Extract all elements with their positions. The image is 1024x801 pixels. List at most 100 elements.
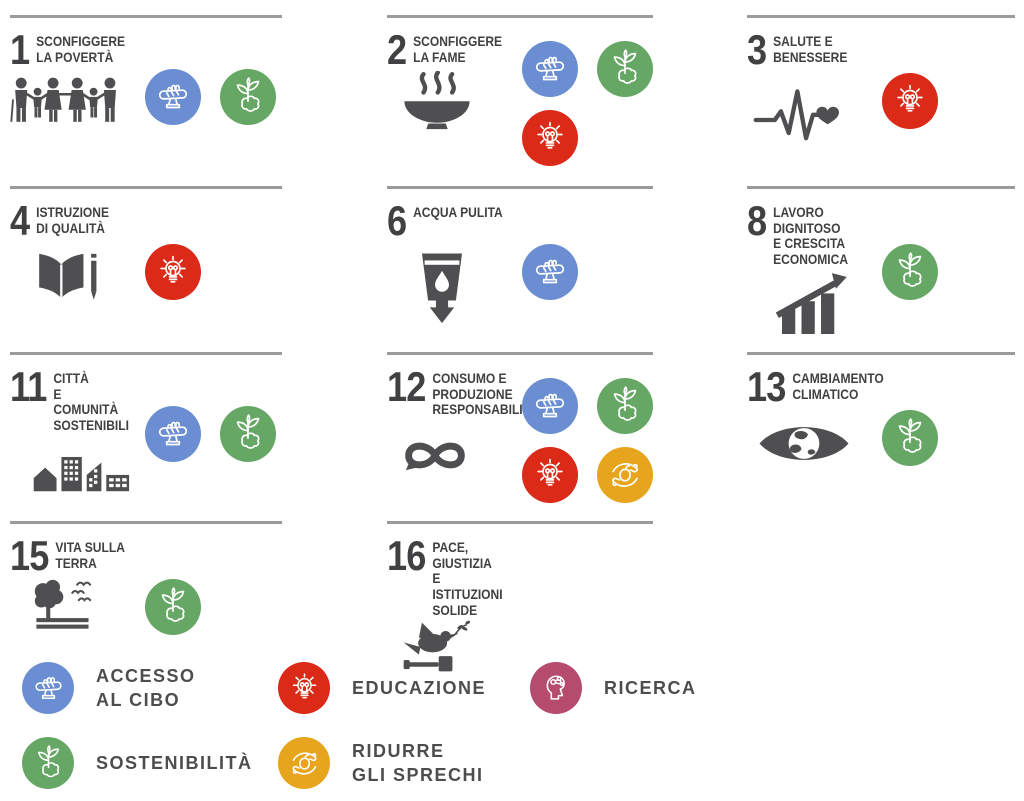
educazione-badge bbox=[882, 73, 938, 129]
goal-number: 16 bbox=[387, 532, 426, 579]
ricerca-badge bbox=[530, 662, 582, 714]
lightbulb-icon bbox=[152, 251, 194, 293]
goal-header: 11 CITTÀ E COMUNITÀ SOSTENIBILI bbox=[10, 363, 129, 434]
accesso-badge bbox=[145, 69, 201, 125]
goal-header: 8 LAVORO DIGNITOSO E CRESCITA ECONOMICA bbox=[747, 200, 863, 268]
goal-number: 15 bbox=[10, 532, 49, 579]
goal-number: 11 bbox=[10, 363, 47, 410]
badge-group bbox=[522, 378, 655, 503]
goal-header: 12 CONSUMO E PRODUZIONE RESPONSABILI bbox=[387, 363, 523, 418]
goal-title: SCONFIGGERE LA FAME bbox=[413, 33, 503, 65]
sprout-icon bbox=[29, 744, 68, 783]
goal-card-13: 13 CAMBIAMENTO CLIMATICO bbox=[747, 352, 1015, 471]
open-book-icon bbox=[30, 246, 145, 306]
educazione-badge bbox=[522, 447, 578, 503]
sostenibilita-badge bbox=[220, 406, 276, 462]
goal-card-12: 12 CONSUMO E PRODUZIONE RESPONSABILI bbox=[387, 352, 653, 503]
growth-chart-icon bbox=[771, 270, 882, 334]
legend-badge-slot bbox=[530, 662, 582, 714]
goal-card-1: 1 SCONFIGGERE LA POVERTÀ bbox=[10, 15, 282, 129]
goal-title: LAVORO DIGNITOSO E CRESCITA ECONOMICA bbox=[773, 204, 849, 268]
sostenibilita-badge bbox=[22, 737, 74, 789]
goal-card-3: 3 SALUTE E BENESSERE bbox=[747, 15, 1015, 146]
water-glass-icon bbox=[415, 250, 522, 337]
goal-number: 2 bbox=[387, 26, 407, 73]
goal-title: SALUTE E BENESSERE bbox=[773, 33, 848, 65]
goal-number: 4 bbox=[10, 197, 30, 244]
bread-hand-icon bbox=[152, 76, 194, 118]
badge-group bbox=[145, 69, 278, 129]
goal-header: 3 SALUTE E BENESSERE bbox=[747, 26, 863, 73]
legend-item-sostenibilita: SOSTENIBILITÀ bbox=[22, 737, 253, 789]
goal-number: 12 bbox=[387, 363, 426, 410]
goal-title: ACQUA PULITA bbox=[413, 204, 503, 220]
bread-hand-icon bbox=[29, 669, 68, 708]
legend-badge-slot bbox=[22, 737, 74, 789]
accesso-badge bbox=[522, 244, 578, 300]
sostenibilita-badge bbox=[597, 41, 653, 97]
sostenibilita-badge bbox=[882, 244, 938, 300]
educazione-badge bbox=[145, 244, 201, 300]
sostenibilita-badge bbox=[220, 69, 276, 125]
goal-title: VITA SULLA TERRA bbox=[55, 539, 125, 571]
legend-item-ridurre-gli-sprechi: RIDURRE GLI SPRECHI bbox=[278, 737, 484, 789]
sostenibilita-badge bbox=[597, 378, 653, 434]
goal-title: ISTRUZIONE DI QUALITÀ bbox=[36, 204, 110, 236]
hands-fruit-icon bbox=[285, 744, 324, 783]
badge-group bbox=[145, 406, 278, 493]
legend-label: EDUCAZIONE bbox=[352, 677, 487, 698]
goal-card-6: 6 ACQUA PULITA bbox=[387, 186, 653, 337]
lightbulb-icon bbox=[529, 117, 571, 159]
lightbulb-icon bbox=[529, 454, 571, 496]
sprout-icon bbox=[152, 586, 194, 628]
goal-card-15: 15 VITA SULLA TERRA bbox=[10, 521, 282, 636]
bread-hand-icon bbox=[529, 251, 571, 293]
legend-item-accesso-al-cibo: ACCESSO AL CIBO bbox=[22, 662, 196, 714]
heartbeat-icon bbox=[753, 81, 882, 146]
bread-hand-icon bbox=[152, 413, 194, 455]
goal-card-11: 11 CITTÀ E COMUNITÀ SOSTENIBILI bbox=[10, 352, 282, 493]
badge-group bbox=[882, 73, 1015, 146]
goal-title: CITTÀ E COMUNITÀ SOSTENIBILI bbox=[53, 370, 129, 434]
hands-fruit-icon bbox=[604, 454, 646, 496]
goal-header: 2 SCONFIGGERE LA FAME bbox=[387, 26, 503, 73]
accesso-badge bbox=[522, 378, 578, 434]
legend-item-ricerca: RICERCA bbox=[530, 662, 697, 714]
sostenibilita-badge bbox=[145, 579, 201, 635]
badge-group bbox=[145, 579, 278, 636]
goal-number: 6 bbox=[387, 197, 407, 244]
goal-number: 13 bbox=[747, 363, 786, 410]
dove-gavel-icon bbox=[399, 618, 522, 679]
educazione-badge bbox=[522, 110, 578, 166]
goal-title: PACE, GIUSTIZIA E ISTITUZIONI SOLIDE bbox=[432, 539, 503, 618]
infinity-icon bbox=[393, 434, 522, 477]
goal-header: 16 PACE, GIUSTIZIA E ISTITUZIONI SOLIDE bbox=[387, 532, 503, 618]
lightbulb-icon bbox=[889, 80, 931, 122]
goal-header: 4 ISTRUZIONE DI QUALITÀ bbox=[10, 197, 126, 244]
lightbulb-icon bbox=[285, 669, 324, 708]
goal-title: CAMBIAMENTO CLIMATICO bbox=[792, 370, 884, 402]
goal-number: 3 bbox=[747, 26, 767, 73]
soup-bowl-icon bbox=[397, 70, 522, 141]
sprout-icon bbox=[889, 251, 931, 293]
head-research-icon bbox=[537, 669, 576, 708]
bread-hand-icon bbox=[529, 48, 571, 90]
legend-label: RIDURRE GLI SPRECHI bbox=[352, 740, 484, 785]
legend-label: RICERCA bbox=[604, 677, 697, 698]
goal-header: 6 ACQUA PULITA bbox=[387, 197, 503, 244]
city-icon bbox=[28, 434, 145, 493]
badge-group bbox=[522, 41, 655, 166]
legend-badge-slot bbox=[278, 737, 330, 789]
sprout-icon bbox=[889, 417, 931, 459]
goal-card-2: 2 SCONFIGGERE LA FAME bbox=[387, 15, 653, 166]
badge-group bbox=[145, 244, 278, 306]
legend-label: SOSTENIBILITÀ bbox=[96, 752, 253, 773]
badge-group bbox=[882, 244, 1015, 334]
eye-globe-icon bbox=[755, 416, 882, 471]
goal-card-4: 4 ISTRUZIONE DI QUALITÀ bbox=[10, 186, 282, 306]
accesso-badge bbox=[522, 41, 578, 97]
educazione-badge bbox=[278, 662, 330, 714]
accesso-badge bbox=[22, 662, 74, 714]
sprechi-badge bbox=[278, 737, 330, 789]
accesso-badge bbox=[145, 406, 201, 462]
